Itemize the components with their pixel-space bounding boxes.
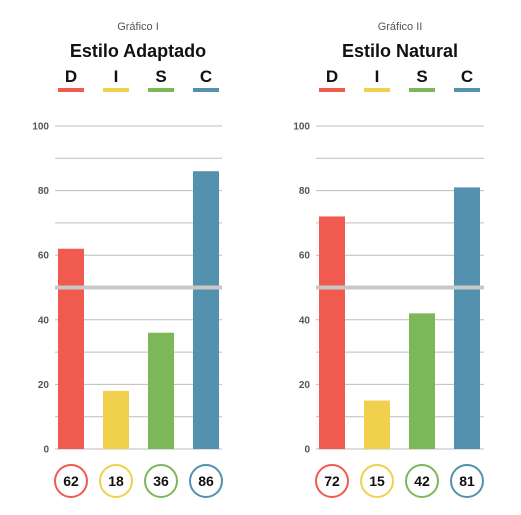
- chart-2-legend-s: S: [416, 67, 427, 86]
- chart-1-value-label-s: 36: [153, 473, 169, 489]
- chart-1-bar-d: [58, 248, 84, 449]
- chart-1-y-tick: 60: [38, 251, 50, 262]
- chart-1-value-circle-d: [54, 464, 88, 498]
- chart-2-bar-s: [409, 313, 435, 449]
- chart-2-value-label-i: 15: [369, 473, 385, 489]
- chart-1-legend-swatch-d: [58, 88, 84, 92]
- chart-1-y-tick: 40: [38, 315, 50, 326]
- chart-1-y-tick: 0: [43, 445, 49, 456]
- chart-2-legend-i: I: [375, 67, 380, 86]
- chart-2-bar-d: [319, 216, 345, 449]
- chart-1-bar-c: [193, 171, 219, 449]
- chart-1-legend-s: S: [155, 67, 166, 86]
- chart-1-legend-swatch-s: [148, 88, 174, 92]
- chart-1-legend-i: I: [114, 67, 119, 86]
- chart-2-value-circle-i: [360, 464, 394, 498]
- chart-1-value-label-i: 18: [108, 473, 124, 489]
- chart-1-legend-swatch-c: [193, 88, 219, 92]
- chart-1-legend-d: D: [65, 67, 77, 86]
- chart-1-legend-swatch-i: [103, 88, 129, 92]
- chart-1-value-label-c: 86: [198, 473, 214, 489]
- chart-2-y-tick: 40: [299, 315, 311, 326]
- chart-2-value-label-c: 81: [459, 473, 475, 489]
- chart-2-bar-i: [364, 400, 390, 449]
- chart-1-legend-c: C: [200, 67, 212, 86]
- chart-1-value-label-d: 62: [63, 473, 79, 489]
- chart-1-caption: Gráfico I: [117, 21, 159, 33]
- chart-2-value-circle-d: [315, 464, 349, 498]
- chart-2-caption: Gráfico II: [378, 21, 423, 33]
- chart-2-value-label-s: 42: [414, 473, 430, 489]
- chart-1-y-tick: 20: [38, 380, 50, 391]
- chart-1-value-circle-c: [189, 464, 223, 498]
- chart-1-value-circle-s: [144, 464, 178, 498]
- chart-2-value-label-d: 72: [324, 473, 340, 489]
- chart-1-title: Estilo Adaptado: [70, 41, 206, 61]
- chart-1-y-tick: 80: [38, 186, 50, 197]
- chart-2-y-tick: 0: [304, 445, 310, 456]
- chart-2-legend-swatch-d: [319, 88, 345, 92]
- chart-2-legend-swatch-i: [364, 88, 390, 92]
- chart-2-y-tick: 100: [293, 122, 310, 133]
- chart-2-legend-c: C: [461, 67, 473, 86]
- chart-2-legend-swatch-s: [409, 88, 435, 92]
- chart-2-y-tick: 60: [299, 251, 311, 262]
- chart-2-y-tick: 80: [299, 186, 311, 197]
- chart-2-value-circle-s: [405, 464, 439, 498]
- chart-2-y-tick: 20: [299, 380, 311, 391]
- chart-2-title: Estilo Natural: [342, 41, 458, 61]
- chart-2-legend-d: D: [326, 67, 338, 86]
- chart-2-bar-c: [454, 187, 480, 449]
- chart-1-bar-i: [103, 390, 129, 449]
- chart-1-y-tick: 100: [32, 122, 49, 133]
- chart-1-bar-s: [148, 332, 174, 449]
- chart-2-value-circle-c: [450, 464, 484, 498]
- chart-2-legend-swatch-c: [454, 88, 480, 92]
- chart-1-value-circle-i: [99, 464, 133, 498]
